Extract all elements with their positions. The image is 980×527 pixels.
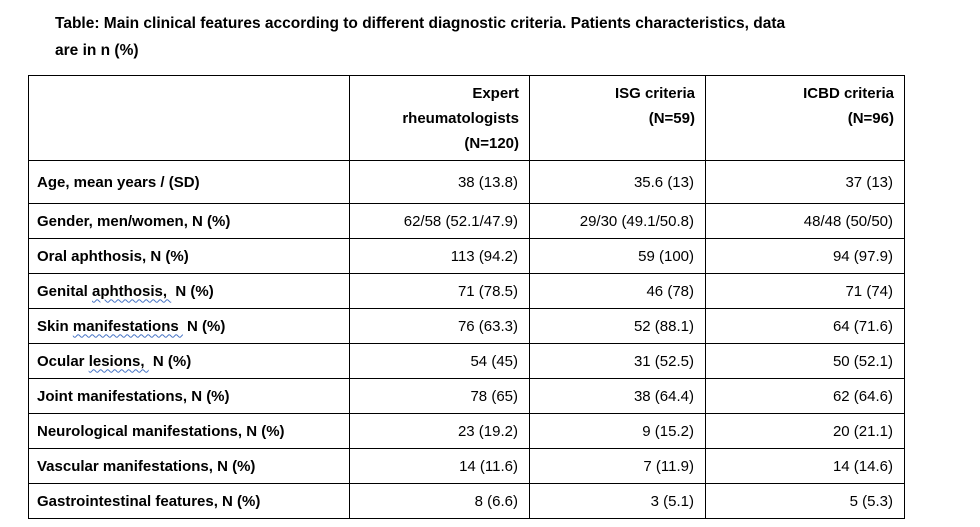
row-label: Gastrointestinal features, N (%) — [28, 483, 350, 519]
cell-expert: 76 (63.3) — [349, 308, 530, 344]
table-row-gastrointestinal-features: Gastrointestinal features, N (%) 8 (6.6)… — [28, 483, 905, 519]
cell-icbd: 50 (52.1) — [705, 343, 905, 379]
table-row-age: Age, mean years / (SD) 38 (13.8) 35.6 (1… — [28, 160, 905, 204]
table-row-ocular-lesions: Ocular lesions, N (%) 54 (45) 31 (52.5) … — [28, 343, 905, 379]
header-line: (N=59) — [648, 110, 695, 127]
cell-icbd: 71 (74) — [705, 273, 905, 309]
cell-isg: 46 (78) — [529, 273, 706, 309]
cell-expert: 78 (65) — [349, 378, 530, 414]
header-line: ICBD criteria — [803, 85, 894, 102]
caption-line-1: Table: Main clinical features according … — [55, 15, 786, 32]
cell-expert: 38 (13.8) — [349, 160, 530, 204]
cell-expert: 23 (19.2) — [349, 413, 530, 449]
header-line: (N=120) — [464, 135, 519, 152]
table-row-vascular-manifestations: Vascular manifestations, N (%) 14 (11.6)… — [28, 448, 905, 484]
cell-isg: 3 (5.1) — [529, 483, 706, 519]
row-label: Neurological manifestations, N (%) — [28, 413, 350, 449]
cell-expert: 113 (94.2) — [349, 238, 530, 274]
label-text: N (%) — [182, 317, 226, 335]
cell-icbd: 14 (14.6) — [705, 448, 905, 484]
row-label: Genital aphthosis, N (%) — [28, 273, 350, 309]
table-row-joint-manifestations: Joint manifestations, N (%) 78 (65) 38 (… — [28, 378, 905, 414]
table-row-genital-aphthosis: Genital aphthosis, N (%) 71 (78.5) 46 (7… — [28, 273, 905, 309]
cell-isg: 38 (64.4) — [529, 378, 706, 414]
table-row-skin-manifestations: Skin manifestations N (%) 76 (63.3) 52 (… — [28, 308, 905, 344]
row-label: Skin manifestations N (%) — [28, 308, 350, 344]
label-text: Oral aphthosis, N (%) — [37, 247, 189, 265]
label-text: Age, mean years / (SD) — [37, 173, 200, 191]
row-label: Joint manifestations, N (%) — [28, 378, 350, 414]
cell-isg: 9 (15.2) — [529, 413, 706, 449]
table-row-oral-aphthosis: Oral aphthosis, N (%) 113 (94.2) 59 (100… — [28, 238, 905, 274]
header-line: rheumatologists — [402, 110, 519, 127]
cell-expert: 14 (11.6) — [349, 448, 530, 484]
cell-expert: 54 (45) — [349, 343, 530, 379]
col-header-icbd: ICBD criteria (N=96) — [705, 75, 905, 161]
label-text-misspelled: lesions, — [88, 352, 149, 370]
cell-icbd: 37 (13) — [705, 160, 905, 204]
cell-expert: 71 (78.5) — [349, 273, 530, 309]
clinical-features-table: Expert rheumatologists (N=120) ISG crite… — [28, 75, 905, 519]
row-label: Age, mean years / (SD) — [28, 160, 350, 204]
cell-icbd: 5 (5.3) — [705, 483, 905, 519]
table-row-gender: Gender, men/women, N (%) 62/58 (52.1/47.… — [28, 203, 905, 239]
col-header-expert: Expert rheumatologists (N=120) — [349, 75, 530, 161]
cell-expert: 62/58 (52.1/47.9) — [349, 203, 530, 239]
label-text: Genital — [37, 282, 93, 300]
label-text: N (%) — [171, 282, 214, 300]
label-text: Joint manifestations, N (%) — [37, 387, 230, 405]
cell-isg: 52 (88.1) — [529, 308, 706, 344]
table-row-neurological-manifestations: Neurological manifestations, N (%) 23 (1… — [28, 413, 905, 449]
header-line: ISG criteria — [614, 85, 695, 102]
label-text: Gender, men/women, N (%) — [37, 212, 231, 230]
label-text-misspelled: aphthosis, — [92, 282, 172, 300]
col-header-empty — [28, 75, 350, 161]
cell-icbd: 94 (97.9) — [705, 238, 905, 274]
cell-isg: 29/30 (49.1/50.8) — [529, 203, 706, 239]
row-label: Oral aphthosis, N (%) — [28, 238, 350, 274]
row-label: Ocular lesions, N (%) — [28, 343, 350, 379]
cell-isg: 31 (52.5) — [529, 343, 706, 379]
label-text: Neurological manifestations, N (%) — [37, 422, 285, 440]
cell-expert: 8 (6.6) — [349, 483, 530, 519]
label-text: Gastrointestinal features, N (%) — [37, 492, 261, 510]
label-text: Ocular — [37, 352, 89, 370]
header-row: Expert rheumatologists (N=120) ISG crite… — [28, 75, 905, 161]
header-line: Expert — [472, 85, 519, 102]
label-text-misspelled: manifestations — [72, 317, 183, 335]
row-label: Vascular manifestations, N (%) — [28, 448, 350, 484]
caption-line-2: are in n (%) — [55, 42, 139, 59]
cell-isg: 59 (100) — [529, 238, 706, 274]
header-line: (N=96) — [847, 110, 894, 127]
cell-icbd: 62 (64.6) — [705, 378, 905, 414]
label-text: N (%) — [148, 352, 192, 370]
cell-icbd: 48/48 (50/50) — [705, 203, 905, 239]
cell-isg: 7 (11.9) — [529, 448, 706, 484]
label-text: Skin — [37, 317, 73, 335]
label-text: Vascular manifestations, N (%) — [37, 457, 256, 475]
cell-isg: 35.6 (13) — [529, 160, 706, 204]
cell-icbd: 64 (71.6) — [705, 308, 905, 344]
cell-icbd: 20 (21.1) — [705, 413, 905, 449]
row-label: Gender, men/women, N (%) — [28, 203, 350, 239]
col-header-isg: ISG criteria (N=59) — [529, 75, 706, 161]
table-caption: Table: Main clinical features according … — [55, 10, 785, 64]
